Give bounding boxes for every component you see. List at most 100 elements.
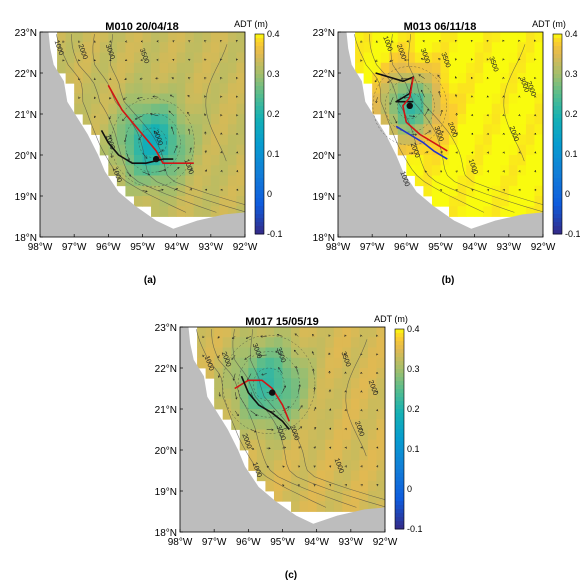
adt-cell [133,196,143,207]
adt-cell [457,196,467,207]
colorbar-segment [553,38,562,43]
adt-cell [133,185,143,197]
adt-cell [359,491,369,502]
colorbar-segment [255,130,264,135]
velocity-arrow [109,77,112,80]
velocity-arrow [360,353,363,356]
isobath-label: 2000 [367,379,379,396]
adt-cell [222,409,232,420]
colorbar-segment [255,102,264,107]
adt-cell [500,185,510,197]
adt-cell [534,114,543,125]
adt-cell [316,388,326,400]
adt-cell [500,114,510,125]
adt-cell [299,337,309,348]
adt-cell [350,368,360,379]
adt-cell [210,62,220,74]
adt-cell [491,62,501,74]
adt-cell [273,337,283,348]
adt-cell [367,491,377,502]
velocity-arrow [502,132,505,136]
colorbar-segment [395,377,404,382]
adt-cell [325,439,335,451]
colorbar-segment [255,66,264,71]
adt-cell [125,155,135,166]
adt-cell [376,378,385,389]
adt-cell [236,144,245,156]
adt-cell [367,388,377,400]
adt-cell [214,347,224,359]
velocity-arrow [235,40,239,43]
isobath-label: 3000 [251,343,263,360]
adt-cell [185,124,195,135]
adt-cell [168,144,178,156]
adt-cell [236,185,245,197]
adt-cell [457,206,467,217]
adt-cell [534,175,543,187]
adt-cell [282,491,292,502]
adt-cell [350,429,360,441]
adt-cell [210,206,220,217]
adt-cell [291,409,300,420]
adt-cell [508,114,518,125]
colorbar-segment [395,457,404,462]
adt-cell [397,52,407,64]
adt-cell [82,114,92,125]
adt-cell [449,124,458,135]
adt-cell [316,357,326,369]
adt-cell [116,155,126,166]
colorbar-segment [395,497,404,502]
colorbar-segment [395,329,404,334]
adt-cell [491,42,501,53]
adt-cell [525,62,535,74]
velocity-arrow [293,349,299,356]
adt-cell [185,42,195,53]
colorbar-frame [552,33,563,235]
velocity-arrow [328,484,332,487]
x-tick-label: 98°W [168,537,193,548]
adt-cell [440,175,450,187]
adt-cell [431,93,441,105]
adt-cell [239,388,249,400]
adt-cell [380,42,390,53]
adt-cell [316,480,326,492]
y-tick-label: 21°N [313,110,335,121]
panel-b: M013 06/11/18 1000 2000 3000 3500 3500300020… [313,19,580,253]
adt-cell [466,144,476,156]
isobath-label: 3000 [419,48,431,65]
velocity-arrow [420,89,425,98]
velocity-arrow [406,40,409,43]
velocity-arrow [235,58,239,61]
adt-cell [316,337,326,348]
colorbar: ADT (m) 0.4 0.3 0.2 0.1 0 -0.1 [374,314,422,534]
adt-cell [525,196,535,207]
adt-cell [508,42,518,53]
adt-cell [202,155,212,166]
velocity-arrow [360,409,363,412]
velocity-arrow [328,465,332,468]
colorbar-segment [395,413,404,418]
x-tick-label: 97°W [62,242,87,253]
adt-contour [110,98,195,188]
adt-cell [508,124,518,135]
adt-cell [423,62,433,74]
velocity-arrow [139,77,143,80]
adt-cell [265,450,275,461]
adt-cell [82,42,92,53]
adt-cell [367,419,377,430]
adt-cell [74,93,84,105]
velocity-arrow [344,409,347,412]
adt-cell [350,470,360,482]
velocity-arrow [158,149,164,154]
isobath [353,34,485,213]
adt-cell [474,124,484,135]
adt-cell [474,73,484,84]
velocity-arrow [204,58,207,61]
adt-cell [193,114,203,125]
velocity-arrow [518,95,521,98]
velocity-arrow [454,76,458,79]
adt-cell [227,32,237,43]
adt-cell [372,103,382,115]
colorbar-segment [553,90,562,95]
colorbar-segment [255,174,264,179]
